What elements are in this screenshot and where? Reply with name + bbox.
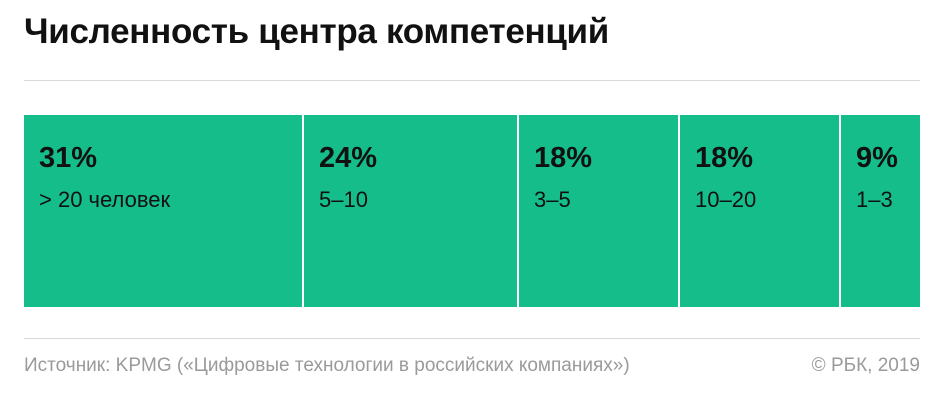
bar-segment: 18% 10–20 (678, 115, 839, 307)
segment-value-label: 9% (856, 142, 898, 174)
chart-title: Численность центра компетенций (24, 12, 609, 51)
bar-segment: 9% 1–3 (839, 115, 920, 307)
segment-category-label: 3–5 (534, 187, 571, 212)
segment-category-label: 1–3 (856, 187, 893, 212)
segment-value-label: 18% (534, 142, 593, 174)
segment-value-label: 31% (39, 142, 98, 174)
stacked-bar: 31% > 20 человек 24% 5–10 18% 3–5 18% 10–20 9% 1–… (24, 115, 920, 307)
bar-segment: 24% 5–10 (302, 115, 517, 307)
segment-value-label: 24% (319, 142, 378, 174)
bar-segment: 18% 3–5 (517, 115, 678, 307)
top-divider (24, 80, 920, 81)
segment-category-label: 10–20 (695, 187, 757, 212)
segment-value-label: 18% (695, 142, 754, 174)
bar-segment: 31% > 20 человек (24, 115, 302, 307)
segment-category-label: > 20 человек (39, 187, 171, 212)
bottom-divider (24, 338, 920, 339)
segment-category-label: 5–10 (319, 187, 368, 212)
copyright-note: © РБК, 2019 (811, 355, 920, 376)
source-note: Источник: KPMG («Цифровые технологии в р… (24, 355, 630, 376)
